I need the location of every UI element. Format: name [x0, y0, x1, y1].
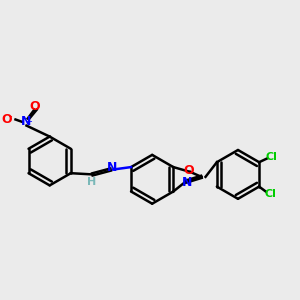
Text: O: O	[30, 100, 40, 112]
Text: Cl: Cl	[266, 152, 277, 162]
Text: +: +	[25, 117, 32, 126]
Text: N: N	[107, 160, 117, 174]
Text: N: N	[182, 176, 192, 189]
Text: H: H	[86, 177, 96, 187]
Text: O: O	[184, 164, 194, 177]
Text: -: -	[9, 112, 12, 122]
Text: N: N	[21, 116, 32, 128]
Text: Cl: Cl	[264, 189, 276, 199]
Text: O: O	[2, 113, 12, 126]
